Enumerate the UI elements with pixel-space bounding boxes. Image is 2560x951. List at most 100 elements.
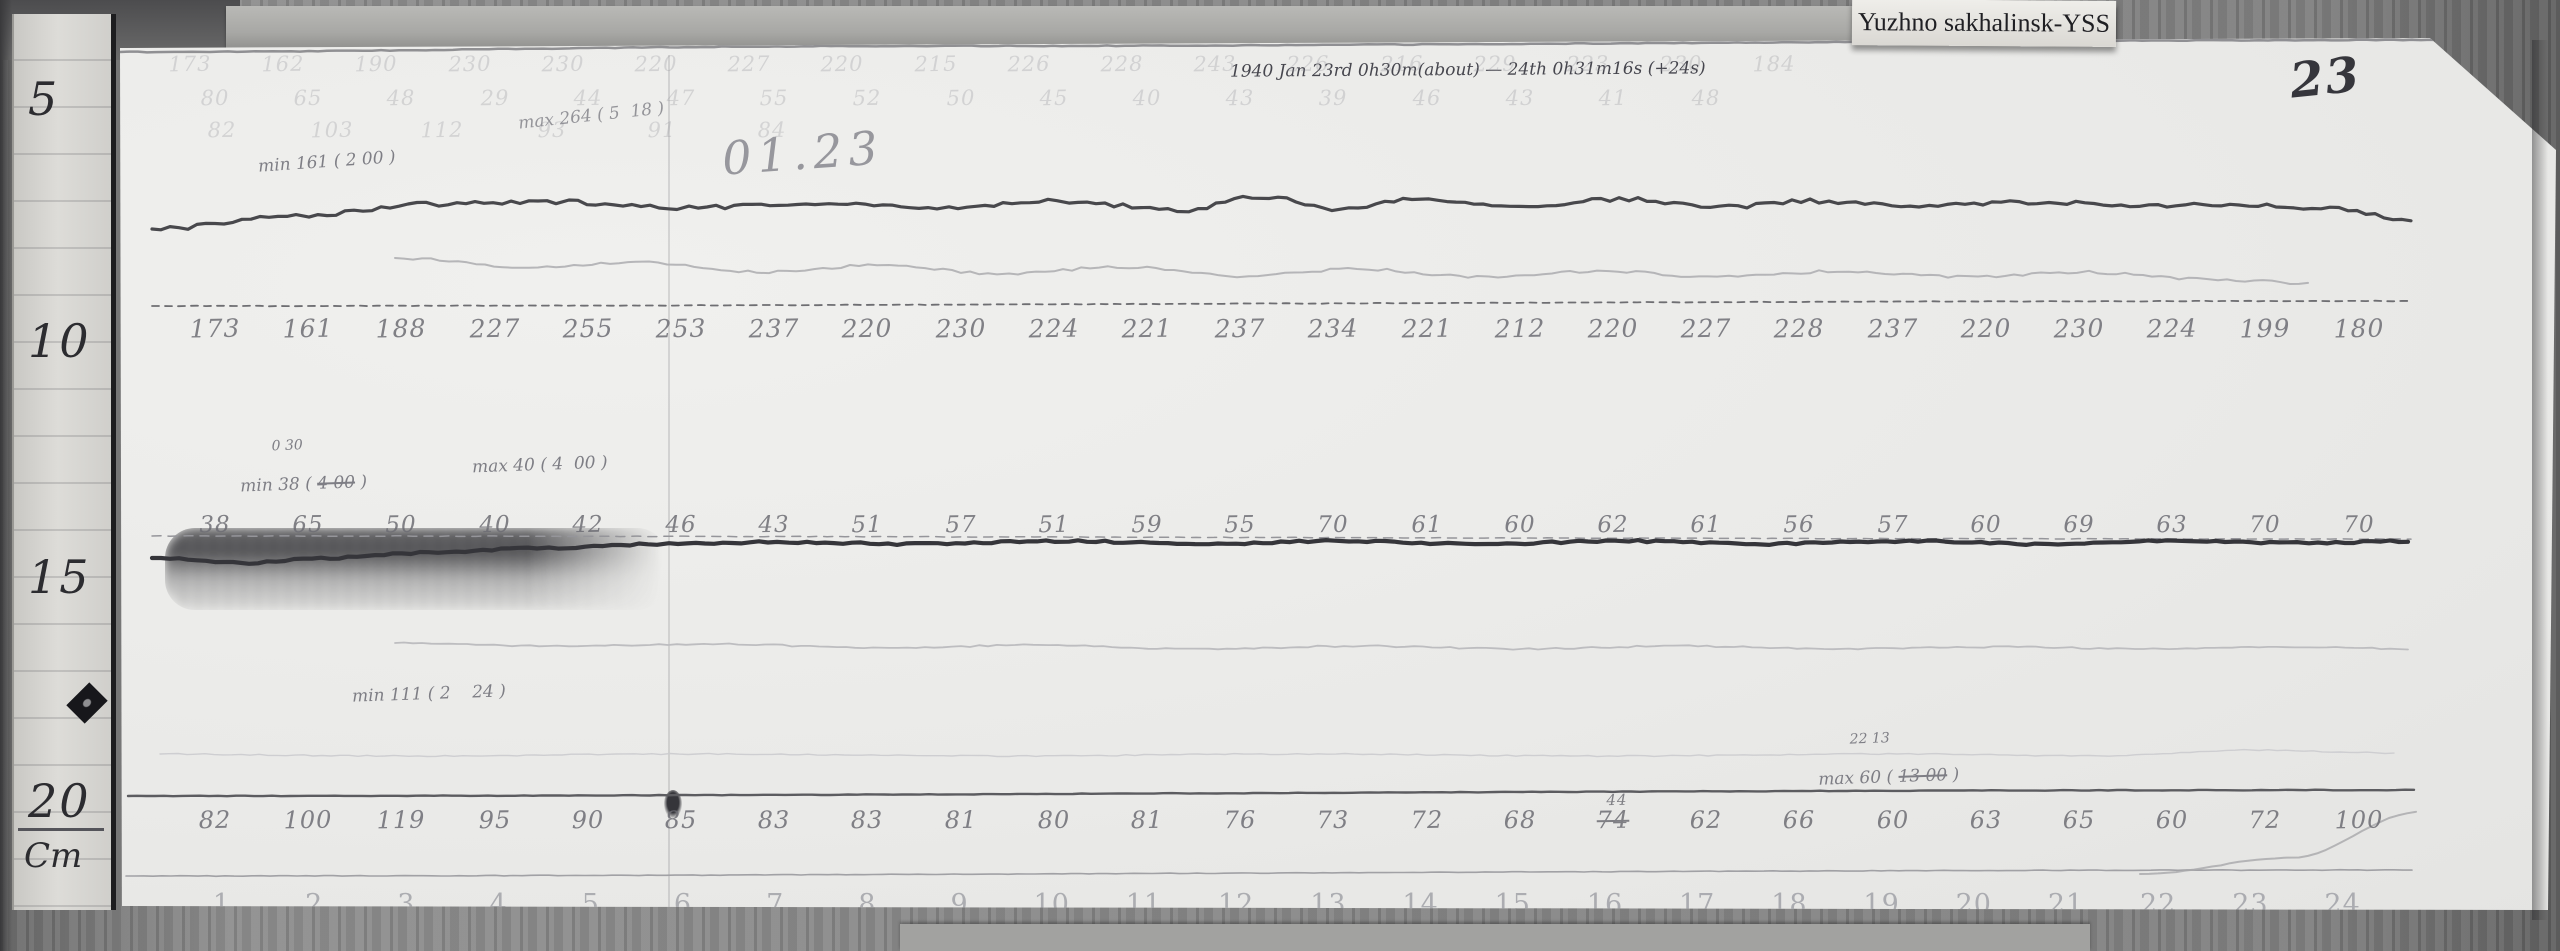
image-left-edge: [0, 0, 12, 951]
hourly-value-row2: 65: [292, 511, 325, 539]
faint-top-value: 44: [573, 85, 603, 111]
hourly-value-row3: 90: [571, 805, 605, 835]
hourly-value-row2: 57: [944, 511, 977, 539]
hourly-value-row2: 40: [478, 511, 511, 539]
hourly-value-row3: 60: [2155, 805, 2189, 835]
hourly-value-row1: 221: [1400, 313, 1453, 344]
hourly-value-row2: 50: [385, 511, 418, 539]
hourly-value-row3: 63: [1969, 805, 2003, 835]
hourly-value-row2: 70: [1317, 511, 1350, 539]
hourly-value-row2: 61: [1690, 511, 1723, 539]
hourly-value-row1: 221: [1121, 313, 1173, 344]
hourly-value-row3: 65: [2062, 805, 2096, 835]
hourly-value-row1: 188: [375, 313, 427, 344]
hourly-value-row1: 220: [1960, 313, 2012, 344]
hour-stamp: 7: [766, 889, 785, 920]
hour-stamp: 19: [1863, 889, 1900, 920]
hour-stamp: 3: [397, 889, 416, 920]
hourly-value-row1: 230: [934, 313, 987, 344]
trace-5-veryfaint: [159, 748, 2395, 758]
hourly-value-row3: 95: [478, 805, 512, 835]
faint-top-value: 93: [537, 117, 567, 143]
annotation-text: max 60 (: [1817, 766, 1899, 790]
ruler-unit-label: Cm: [24, 836, 83, 876]
hour-stamp: 4: [489, 889, 508, 920]
hourly-value-row1: 230: [2053, 313, 2105, 344]
station-label-card: Yuzhno sakhalinsk-YSS: [1851, 0, 2117, 47]
hourly-value-row3: 44 74: [1596, 790, 1630, 835]
hourly-value-row2: 60: [1969, 511, 2002, 539]
hourly-value-row1: 253: [655, 313, 707, 344]
overexposed-trace-smear: [165, 528, 667, 610]
hourly-value-row3: 72: [2248, 805, 2282, 835]
hourly-value-row1: 237: [1214, 313, 1266, 344]
hourly-value-row2: 70: [2342, 511, 2375, 539]
hourly-value-row2: 43: [758, 511, 791, 539]
faint-top-value: 45: [1039, 85, 1069, 111]
hourly-value-row3: 85: [664, 805, 698, 835]
hourly-value-row3: 62: [1689, 805, 1723, 835]
hourly-value-row3: 83: [757, 805, 791, 835]
faint-top-value: 43: [1225, 85, 1255, 111]
hourly-value-row3: 80: [1037, 805, 1071, 835]
hour-stamp: 20: [1955, 889, 1992, 920]
hourly-value-row3: 100: [283, 805, 333, 835]
faint-top-value: 91: [647, 117, 677, 143]
page-number: 23: [2287, 46, 2364, 110]
trace3-min-annotation: min 111 ( 2 24 ): [351, 681, 507, 707]
faint-top-value: 43: [1505, 85, 1535, 111]
hour-stamp: 9: [950, 889, 969, 920]
hourly-value-row3: 83: [850, 805, 884, 835]
annotation-text: ): [1946, 764, 1960, 786]
hourly-value-row3: 100: [2333, 805, 2384, 835]
faint-top-value: 190: [354, 51, 399, 77]
hourly-value-row2: 42: [571, 511, 604, 539]
trace2-min-annotation: 0 30 min 38 ( 4 00 ): [196, 437, 368, 518]
faint-top-value: 29: [480, 85, 510, 111]
sheet-edge-shadow: [2532, 40, 2548, 920]
hourly-value-row2: 61: [1410, 511, 1443, 539]
hourly-value-row1: 237: [748, 313, 800, 344]
faint-top-value: 50: [946, 85, 976, 111]
faint-top-value: 220: [634, 51, 678, 77]
hour-stamp: 6: [673, 889, 693, 920]
ruler-mark-20cm: 20: [28, 774, 91, 828]
station-label: Yuzhno sakhalinsk-YSS: [1857, 7, 2111, 38]
hour-stamp: 14: [1402, 889, 1439, 920]
date-code: 01.23: [720, 120, 886, 186]
correction-text: 0 30: [271, 437, 304, 455]
ruler-mark-5cm: 5: [28, 72, 60, 126]
annotation-text: min 38 (: [239, 473, 318, 497]
hourly-value-row1: 180: [2332, 313, 2385, 344]
hour-stamp: 18: [1771, 889, 1808, 920]
trace3-max-annotation: 22 13 max 60 ( 13 00 ): [1774, 730, 1960, 811]
hour-stamp: 5: [581, 889, 600, 920]
adjacent-sheet-bottom-edge: [900, 924, 2090, 951]
faint-top-value: 112: [420, 117, 464, 143]
faint-top-value: 84: [757, 117, 787, 143]
baseline-1: [151, 299, 2412, 308]
faint-top-value: 39: [1318, 85, 1348, 111]
baseline-3: [126, 788, 2416, 798]
hour-stamp: 8: [858, 889, 877, 920]
hourly-value-row1: 255: [562, 313, 614, 344]
faint-top-value: 215: [913, 51, 958, 77]
hourly-value-row3: 72: [1410, 805, 1444, 835]
hour-stamp: 17: [1679, 889, 1716, 920]
faint-top-value: 228: [1100, 51, 1144, 77]
faint-top-value: 80: [200, 85, 230, 111]
hour-stamp: 22: [2140, 889, 2177, 920]
hourly-value-row3: 81: [944, 805, 978, 835]
faint-top-value: 227: [727, 51, 771, 77]
photo-sheet: 1940 Jan 23rd 0h30m(about) — 24th 0h31m1…: [120, 38, 2556, 920]
trace-2-faint: [394, 257, 2309, 285]
faint-top-value: 48: [1691, 85, 1721, 111]
ruler-mark-10cm: 10: [28, 314, 91, 368]
faint-top-value: 220: [820, 51, 865, 77]
hourly-value-row2: 38: [199, 511, 231, 539]
hourly-value-row1: 234: [1307, 313, 1359, 344]
hourly-value-row1: 220: [1587, 313, 1639, 344]
faint-top-value: 48: [386, 85, 416, 111]
faint-top-value: 173: [168, 51, 212, 77]
